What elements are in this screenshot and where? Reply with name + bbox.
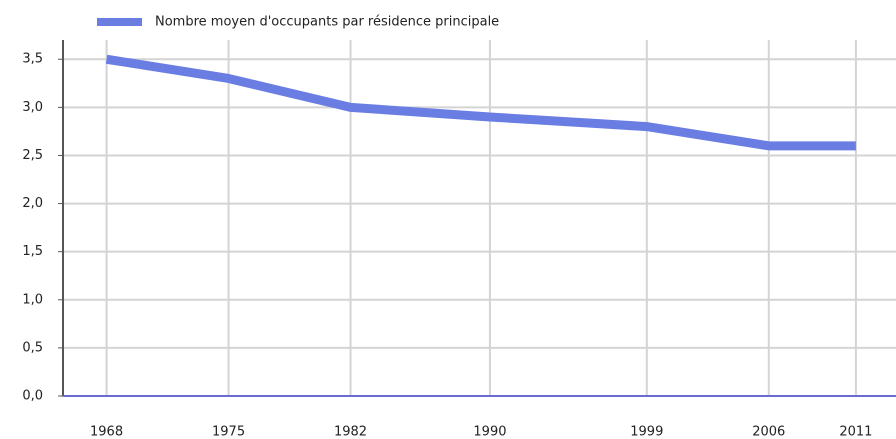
x-tick-label: 1975 <box>212 425 245 439</box>
x-tick-label: 2011 <box>839 425 872 439</box>
y-tick-label: 2,5 <box>22 148 43 163</box>
y-tick-label: 2,0 <box>22 196 43 211</box>
y-tick-label: 3,0 <box>22 100 43 115</box>
y-tick-label: 1,5 <box>22 244 43 259</box>
y-tick-label: 0,5 <box>22 340 43 355</box>
data-line <box>105 54 856 151</box>
y-tick-label: 3,5 <box>22 52 43 67</box>
x-tick-label: 1990 <box>473 425 506 439</box>
x-tick-label: 1999 <box>630 425 663 439</box>
y-tick-label: 0,0 <box>22 389 43 404</box>
x-tick-label: 1968 <box>90 425 123 439</box>
x-tick-label: 2006 <box>752 425 785 439</box>
y-tick-label: 1,0 <box>22 292 43 307</box>
x-tick-label: 1982 <box>334 425 367 439</box>
legend-swatch <box>97 18 142 26</box>
legend-label: Nombre moyen d'occupants par résidence p… <box>155 15 499 30</box>
